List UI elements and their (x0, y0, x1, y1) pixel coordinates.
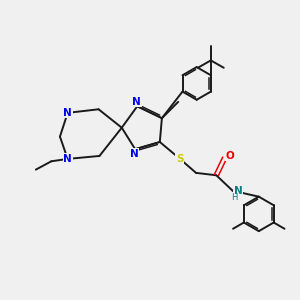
Text: S: S (176, 154, 184, 164)
Text: O: O (226, 151, 234, 160)
Text: N: N (132, 97, 141, 106)
Text: N: N (63, 154, 72, 164)
Text: H: H (231, 193, 237, 202)
Text: N: N (63, 108, 72, 118)
Text: N: N (130, 149, 139, 159)
Text: N: N (234, 186, 242, 196)
